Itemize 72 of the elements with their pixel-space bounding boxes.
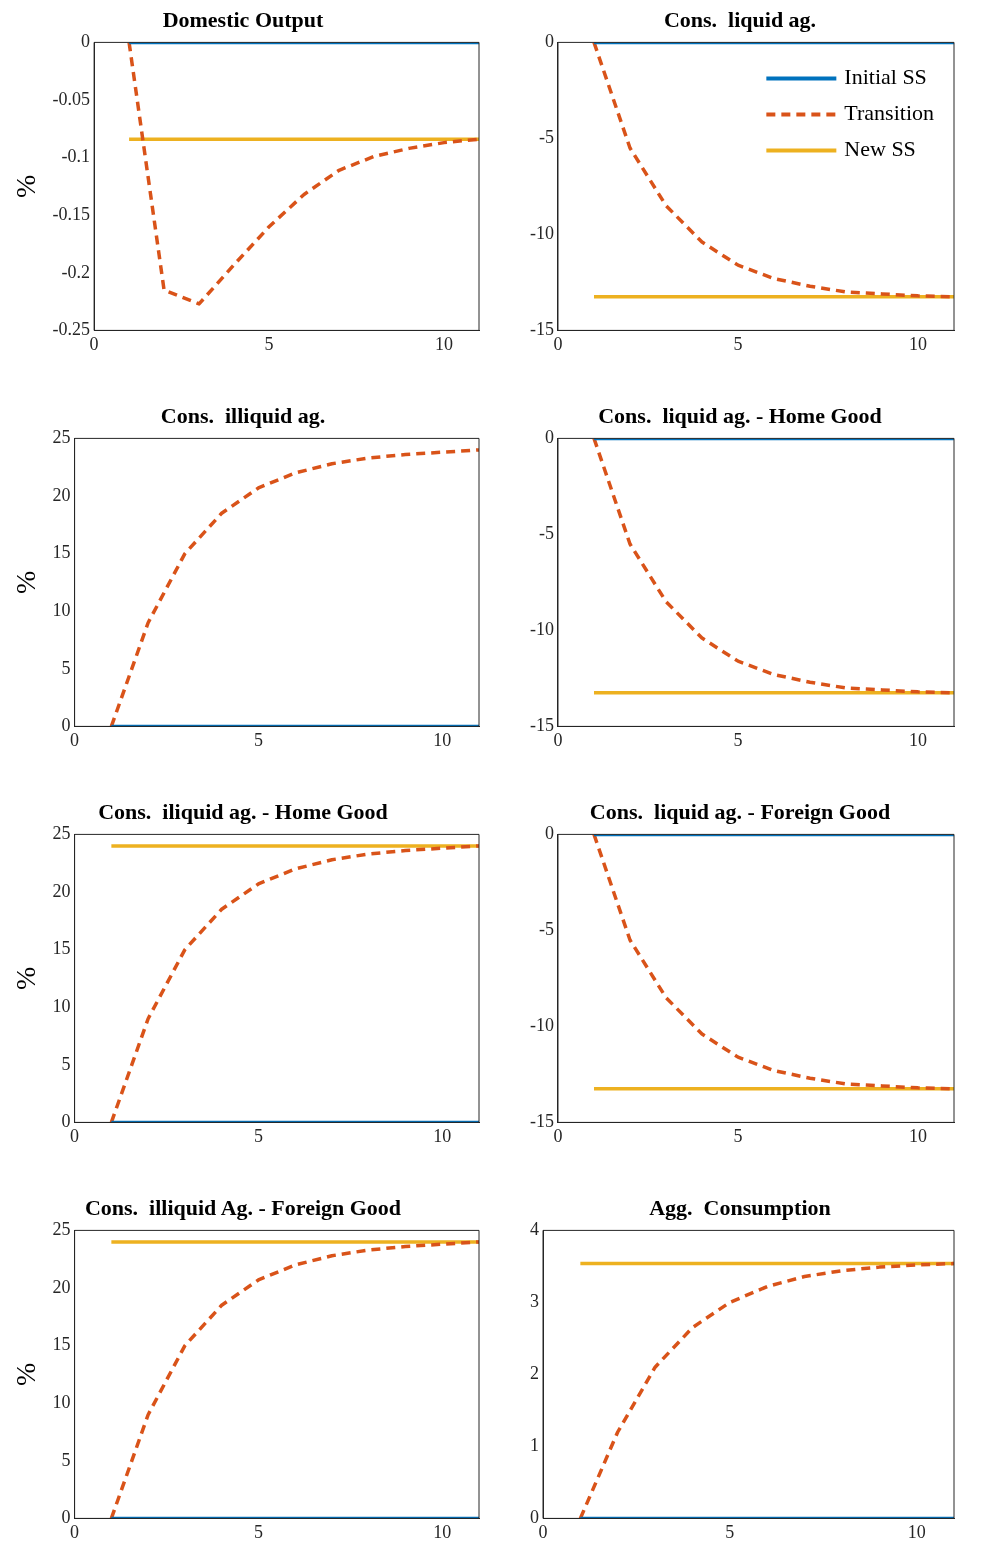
y-tick-label: 4 [530,1219,539,1240]
y-tick-label: -15 [529,715,554,736]
chart-title: Cons. liquid ag. - Home Good [598,402,882,428]
y-tick-label: 20 [52,484,71,505]
y-tick-label: 0 [81,31,91,52]
chart-title: Cons. iliquid ag. - Home Good [98,798,388,824]
y-tick-label: -5 [538,523,554,544]
y-tick-label: 15 [52,1334,71,1355]
y-tick-label: 15 [52,542,71,563]
y-tick-label: 10 [52,1391,71,1412]
y-tick-label: -5 [538,127,554,148]
x-tick-label: 5 [253,1125,263,1146]
y-tick-label: 0 [61,715,71,736]
y-tick-label: 25 [52,823,71,844]
x-tick-label: 10 [909,333,927,354]
y-tick-label: 0 [544,823,554,844]
y-axis-title: % [10,570,42,595]
y-axis-title: % [10,174,42,199]
y-tick-label: 5 [61,1053,71,1074]
y-tick-label: 25 [52,427,71,448]
y-tick-label: 1 [530,1435,539,1456]
y-tick-label: 15 [52,938,71,959]
x-tick-label: 10 [907,1521,926,1542]
y-tick-label: 0 [544,427,554,448]
y-tick-label: 25 [52,1219,71,1240]
x-tick-label: 5 [725,1521,735,1542]
x-tick-label: 5 [733,729,743,750]
y-tick-label: -0.25 [52,319,91,340]
y-tick-label: 10 [52,995,71,1016]
y-tick-label: -15 [529,1111,554,1132]
y-axis-title: % [10,966,42,991]
chart-title: Cons. liquid ag. - Foreign Good [589,798,891,824]
y-tick-label: -5 [538,919,554,940]
x-tick-label: 10 [433,729,452,750]
y-tick-label: -15 [529,319,554,340]
y-tick-label: 20 [52,880,71,901]
y-tick-label: 0 [61,1507,71,1528]
legend-label: New SS [844,136,916,162]
y-tick-label: 2 [530,1363,539,1384]
y-tick-label: -10 [529,1015,554,1036]
x-tick-label: 5 [253,729,263,750]
x-tick-label: 10 [909,729,927,750]
x-tick-label: 10 [433,1125,452,1146]
y-tick-label: 0 [544,31,554,52]
y-tick-label: 0 [61,1111,71,1132]
y-tick-label: 0 [530,1507,539,1528]
y-tick-label: -0.2 [61,261,91,282]
y-tick-label: 5 [61,657,71,678]
y-tick-label: -0.15 [52,203,91,224]
y-tick-label: -0.05 [52,88,91,109]
y-tick-label: -10 [529,223,554,244]
y-tick-label: -10 [529,619,554,640]
x-tick-label: 10 [435,333,454,354]
y-tick-label: 3 [530,1291,539,1312]
x-tick-label: 5 [253,1521,263,1542]
y-tick-label: 5 [61,1449,71,1470]
chart-title: Domestic Output [162,6,325,32]
x-tick-label: 5 [733,1125,743,1146]
legend-label: Initial SS [844,64,927,90]
y-tick-label: 10 [52,599,71,620]
chart-title: Cons. illiquid Ag. - Foreign Good [84,1194,402,1220]
y-axis-title: % [10,1362,42,1387]
x-tick-label: 10 [433,1521,452,1542]
y-tick-label: -0.1 [61,146,91,167]
legend-label: Transition [844,100,934,126]
y-tick-label: 20 [52,1276,71,1297]
chart-title: Agg. Consumption [649,1194,831,1220]
x-tick-label: 10 [909,1125,927,1146]
chart-title: Cons. liquid ag. [663,6,817,32]
x-tick-label: 5 [264,333,274,354]
x-tick-label: 5 [733,333,743,354]
chart-title: Cons. illiquid ag. [160,402,326,428]
